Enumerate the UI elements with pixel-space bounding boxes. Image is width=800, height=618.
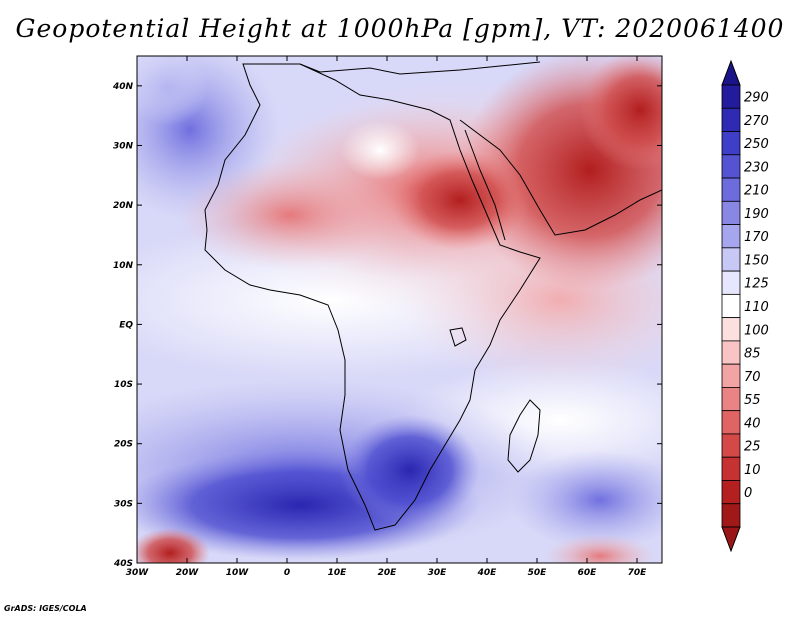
colorbar: 2902702502302101901701501251101008570554… (721, 59, 769, 553)
colorbar-label: 230 (744, 160, 769, 175)
colorbar-label: 110 (744, 300, 769, 315)
lat-tick-label: 30S (114, 499, 133, 509)
madagascar (507, 399, 541, 473)
colorbar-label: 190 (744, 207, 769, 222)
lon-tick-label: 10W (226, 568, 250, 578)
lon-tick-label: 50E (528, 568, 548, 578)
colorbar-label: 85 (744, 347, 761, 362)
lon-tick-label: 10E (328, 568, 348, 578)
southeast-low (545, 534, 655, 563)
colorbar-label: 150 (744, 253, 769, 268)
colorbar-label: 250 (744, 137, 769, 152)
lat-tick-label: 40S (113, 559, 133, 569)
colorbar-swatch (721, 247, 741, 272)
lat-tick-label: 30N (113, 141, 134, 151)
colorbar-label: 170 (744, 230, 769, 245)
colorbar-swatch (721, 480, 741, 505)
lon-tick-label: 20E (378, 568, 398, 578)
colorbar-swatch (721, 503, 741, 528)
colorbar-label: 25 (744, 440, 761, 455)
colorbar-swatch (721, 433, 741, 458)
colorbar-top-arrow (721, 59, 741, 86)
africa-coastline (204, 63, 541, 531)
colorbar-label: 10 (744, 463, 761, 478)
lon-tick-label: 30E (428, 568, 448, 578)
colorbar-swatch (721, 387, 741, 412)
grads-credit: GrADS: IGES/COLA (4, 604, 87, 613)
colorbar-label: 210 (744, 184, 769, 199)
southwest-low (137, 528, 210, 563)
colorbar-swatch (721, 107, 741, 132)
colorbar-swatch (721, 456, 741, 481)
iran-low (580, 56, 662, 170)
colorbar-label: 125 (744, 277, 769, 292)
north-atlantic-center (137, 56, 208, 126)
lon-tick-label: 0 (284, 568, 290, 578)
colorbar-bottom-arrow (721, 526, 741, 553)
colorbar-label: 290 (744, 91, 769, 106)
libya-high-spot (340, 120, 420, 180)
colorbar-swatch (721, 340, 741, 365)
colorbar-swatch (721, 131, 741, 156)
colorbar-swatch (721, 410, 741, 435)
lat-tick-label: EQ (119, 320, 133, 330)
lon-tick-label: 70E (628, 568, 648, 578)
lon-tick-label: 20W (176, 568, 200, 578)
colorbar-swatch (721, 293, 741, 319)
lat-tick-label: 20N (113, 201, 134, 211)
map-title: Geopotential Height at 1000hPa [gpm], VT… (15, 14, 785, 43)
colorbar-label: 40 (744, 416, 761, 431)
colorbar-swatch (721, 154, 741, 179)
lon-tick-label: 60E (578, 568, 598, 578)
lon-tick-label: 40E (477, 568, 498, 578)
lake-victoria (449, 327, 467, 347)
latitude-axis: 40N 30N 20N 10N EQ 10S 20S 30S 40S (112, 82, 662, 569)
colorbar-swatch (721, 270, 741, 295)
europe-coast (299, 61, 541, 75)
colorbar-label: 70 (744, 370, 761, 385)
colorbar-swatch (721, 84, 741, 109)
lat-tick-label: 10S (114, 380, 133, 390)
colorbar-swatch (721, 177, 741, 202)
plot-frame (136, 55, 663, 564)
colorbar-label: 100 (744, 323, 769, 338)
lat-tick-label: 40N (112, 82, 134, 92)
coastlines (204, 61, 662, 531)
sahel-low (180, 160, 400, 270)
height-field (137, 56, 662, 563)
lon-tick-label: 30W (126, 568, 150, 578)
colorbar-swatch (721, 224, 741, 249)
south-indian-high (510, 450, 662, 550)
lat-tick-label: 20S (114, 440, 133, 450)
colorbar-swatch (721, 317, 741, 342)
longitude-axis: 30W 20W 10W 0 10E 20E 30E 40E 50E 60E 70E (126, 56, 647, 578)
colorbar-label: 270 (744, 114, 769, 129)
colorbar-swatch (721, 200, 741, 225)
lat-tick-label: 10N (113, 261, 134, 271)
colorbar-label: 55 (744, 393, 761, 408)
south-africa-high (340, 415, 480, 525)
red-sea-coast (464, 129, 506, 241)
colorbar-label: 0 (744, 486, 752, 501)
arabia-coastline (459, 119, 662, 236)
sudan-low (390, 150, 530, 250)
colorbar-swatch (721, 363, 741, 388)
